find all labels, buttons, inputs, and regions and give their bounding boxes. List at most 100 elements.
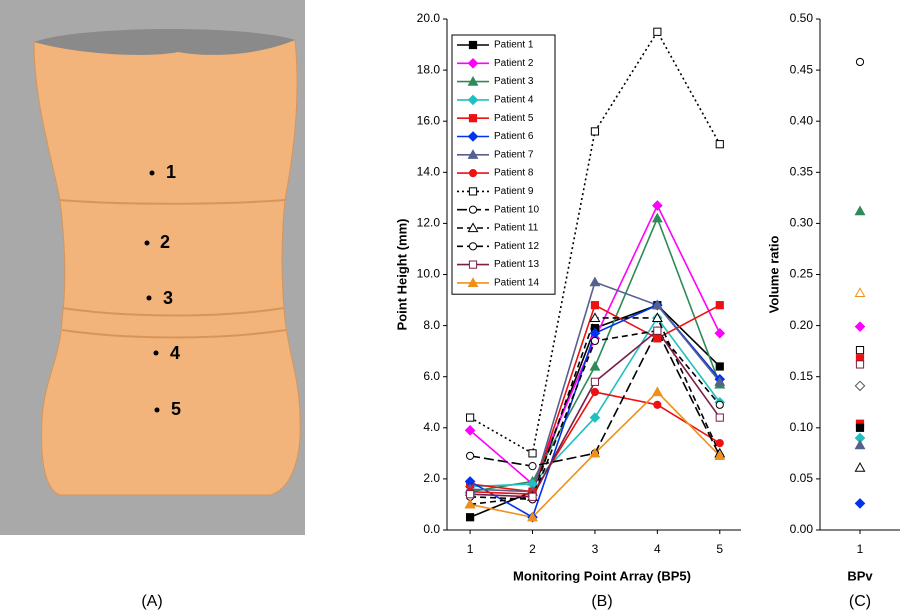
marker [855,57,865,67]
marker [854,462,866,472]
y-tick-label: 0.30 [790,216,814,230]
series-line [469,317,721,506]
marker [715,400,724,409]
point-label: 5 [171,399,181,419]
legend-label: Patient 4 [494,95,534,106]
marker [854,205,866,216]
torso-image: 1 2 3 4 5 [0,0,305,535]
marker [854,380,866,392]
y-tick-label: 12.0 [417,216,441,230]
point-dot [153,350,159,356]
marker [651,386,663,397]
point-dot [144,240,150,246]
marker [590,336,600,346]
marker [653,400,662,409]
x-tick-label: 5 [716,542,723,556]
point-label: 2 [160,232,170,252]
caption: (C) [849,593,871,610]
marker [590,387,600,397]
marker [590,377,600,386]
legend-marker [468,169,478,178]
y-tick-label: 8.0 [423,318,440,332]
marker [651,299,663,310]
y-tick-label: 0.25 [790,267,814,281]
legend-label: Patient 11 [494,223,539,234]
point-label: 3 [163,288,173,308]
y-tick-label: 6.0 [423,369,440,383]
legend-marker [467,149,479,159]
y-tick-label: 0.20 [790,318,814,332]
marker [651,212,663,223]
point-dot [149,170,155,176]
marker [652,200,663,211]
marker [653,326,662,335]
x-tick-label: 3 [592,542,599,556]
legend-label: Patient 9 [494,186,534,197]
marker [465,490,475,499]
marker [715,413,724,422]
y-tick-label: 0.40 [790,113,814,127]
legend-marker [467,94,479,106]
series-line [469,30,721,455]
marker [528,449,537,458]
y-tick-label: 0.45 [790,62,814,76]
legend-marker [467,131,479,142]
y-tick-label: 0.05 [790,471,814,485]
legend-label: Patient 2 [494,58,534,69]
torso [33,39,301,496]
marker [715,362,724,371]
marker [715,301,724,310]
y-tick-label: 0.15 [790,369,814,383]
marker [855,346,865,355]
marker [714,376,726,386]
legend-marker [468,187,478,196]
y-tick-label: 0.50 [790,11,814,25]
legend-marker [468,40,478,50]
marker [464,498,476,509]
y-tick-label: 20.0 [417,11,441,25]
point-label: 4 [170,343,180,363]
marker [715,439,724,448]
marker [589,447,601,458]
point-dot [146,295,152,301]
marker [465,413,475,422]
y-tick-label: 14.0 [417,164,441,178]
y-tick-label: 0.0 [423,522,440,536]
legend-label: Patient 14 [494,278,539,289]
marker [855,423,865,432]
legend-marker [468,114,478,123]
legend-label: Patient 3 [494,76,534,87]
marker [651,312,663,323]
legend-label: Patient 5 [494,113,534,124]
marker [854,287,866,297]
series-line [470,391,721,496]
marker [653,334,662,343]
y-axis-label: Volume ratio [766,236,781,314]
torso-top [34,28,295,55]
marker [714,327,726,339]
marker [589,360,601,371]
marker [590,301,600,310]
marker [854,439,866,450]
legend-label: Patient 10 [494,204,539,215]
x-axis-label: BPv [847,568,873,583]
x-axis-label: Monitoring Point Array (BP5) [513,568,691,583]
y-tick-label: 0.35 [790,164,814,178]
legend-label: Patient 8 [494,168,534,179]
legend-label: Patient 12 [494,241,539,252]
marker [855,360,865,369]
y-tick-label: 2.0 [423,471,440,485]
marker [714,450,726,461]
caption: (B) [591,593,612,610]
legend-marker [468,242,478,251]
legend-marker [467,222,479,233]
legend-label: Patient 7 [494,149,534,160]
x-tick-label: 4 [654,542,661,556]
marker [590,127,600,136]
legend-marker [467,277,479,287]
y-axis-label: Point Height (mm) [394,219,409,331]
legend-label: Patient 1 [494,40,534,51]
legend-marker [467,75,479,86]
marker [854,321,866,332]
y-tick-label: 18.0 [417,62,441,76]
